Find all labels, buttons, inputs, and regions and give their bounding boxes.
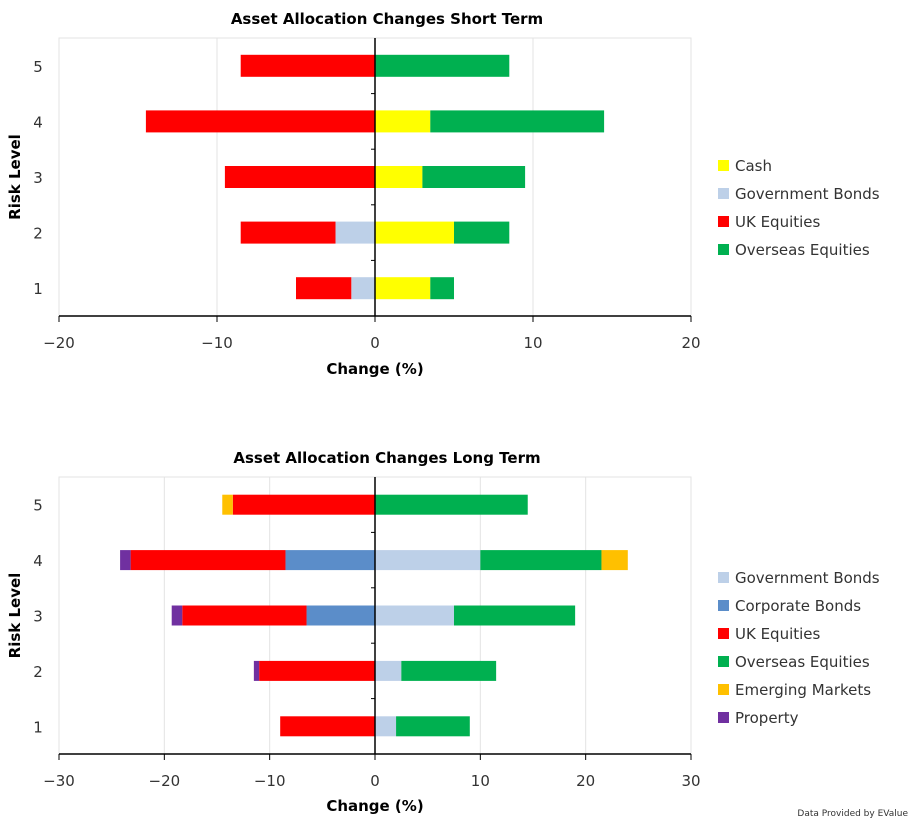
bar-uk-equities-level-5 [232,494,375,515]
x-tick-label: 0 [370,772,380,790]
bar-overseas-equities-level-2 [454,221,510,244]
x-tick-label: 0 [370,334,380,352]
bar-uk-equities-level-3 [182,605,307,626]
legend-swatch [718,712,729,723]
legend-entry: UK Equities [735,625,821,643]
legend-swatch [718,600,729,611]
bar-government-bonds-level-4 [375,550,481,571]
bar-uk-equities-level-3 [224,166,375,188]
bar-overseas-equities-level-1 [396,716,470,737]
chart-title: Asset Allocation Changes Long Term [233,449,540,467]
bar-property-level-2 [253,660,260,681]
bar-overseas-equities-level-4 [480,550,602,571]
legend-swatch [718,628,729,639]
y-tick-label: 2 [33,225,43,243]
bar-cash-level-4 [375,110,431,133]
bar-overseas-equities-level-5 [375,54,510,77]
x-axis-label: Change (%) [326,360,423,378]
bar-emerging-markets-level-5 [222,494,233,515]
bar-corporate-bonds-level-3 [306,605,375,626]
chart-title: Asset Allocation Changes Short Term [231,10,543,28]
bar-emerging-markets-level-4 [601,550,628,571]
bar-overseas-equities-level-5 [375,494,528,515]
chart-2: −30 −20 −10 0 10 20 30 1 2 3 4 5 Asset Allocation Ch… [6,449,880,815]
bar-corporate-bonds-level-4 [285,550,375,571]
legend-swatch [718,244,729,255]
x-tick-label: 20 [681,334,700,352]
legend-swatch [718,684,729,695]
bar-uk-equities-level-2 [259,660,375,681]
y-tick-label: 4 [33,113,43,131]
bar-overseas-equities-level-2 [401,660,497,681]
bar-overseas-equities-level-1 [430,277,454,300]
legend: Cash Government Bonds UK Equities Overseas … [718,157,880,259]
x-tick-label: 20 [576,772,595,790]
bar-government-bonds-level-1 [375,716,397,737]
y-tick-label: 1 [33,718,43,736]
legend-swatch [718,656,729,667]
y-tick-label: 1 [33,280,43,298]
legend-swatch [718,188,729,199]
x-tick-label: 10 [523,334,542,352]
legend-entry: Corporate Bonds [735,597,861,615]
legend-entry: Property [735,709,799,727]
y-axis-label: Risk Level [6,573,24,659]
bar-cash-level-1 [375,277,431,300]
x-tick-label: −20 [149,772,181,790]
legend: Government Bonds Corporate Bonds UK Equiti… [718,569,880,727]
bar-uk-equities-level-4 [130,550,286,571]
x-tick-label: 10 [471,772,490,790]
y-tick-label: 3 [33,608,43,626]
bar-overseas-equities-level-3 [422,166,526,188]
legend-entry: Government Bonds [735,569,880,587]
x-tick-label: −10 [201,334,233,352]
bar-government-bonds-level-3 [375,605,454,626]
y-tick-label: 3 [33,169,43,187]
legend-entry: Overseas Equities [735,653,870,671]
bar-uk-equities-level-1 [296,277,352,300]
bar-government-bonds-level-1 [351,277,375,300]
x-tick-label: −10 [254,772,286,790]
legend-swatch [718,160,729,171]
data-credit: Data Provided by EValue [797,809,908,819]
bar-property-level-4 [120,550,131,571]
bar-overseas-equities-level-4 [430,110,605,133]
bar-government-bonds-level-2 [335,221,375,244]
bar-uk-equities-level-4 [145,110,375,133]
legend-entry: Overseas Equities [735,241,870,259]
y-tick-label: 5 [33,58,43,76]
bar-uk-equities-level-5 [240,54,375,77]
x-tick-label: 30 [681,772,700,790]
bar-government-bonds-level-2 [375,660,402,681]
legend-swatch [718,572,729,583]
bar-uk-equities-level-1 [280,716,375,737]
legend-swatch [718,216,729,227]
chart-1: −20 −10 0 10 20 1 2 3 4 5 Asset Allocation Changes… [6,10,880,378]
x-tick-label: −20 [43,334,75,352]
y-axis-label: Risk Level [6,134,24,220]
y-tick-label: 5 [33,497,43,515]
legend-entry: Emerging Markets [735,681,871,699]
legend-entry: Government Bonds [735,185,880,203]
bar-uk-equities-level-2 [240,221,336,244]
bar-overseas-equities-level-3 [454,605,576,626]
x-tick-label: −30 [43,772,75,790]
y-tick-label: 2 [33,663,43,681]
bar-property-level-3 [171,605,183,626]
y-tick-label: 4 [33,552,43,570]
bar-cash-level-3 [375,166,423,188]
x-axis-label: Change (%) [326,797,423,815]
legend-entry: Cash [735,157,772,175]
legend-entry: UK Equities [735,213,821,231]
bar-cash-level-2 [375,221,454,244]
